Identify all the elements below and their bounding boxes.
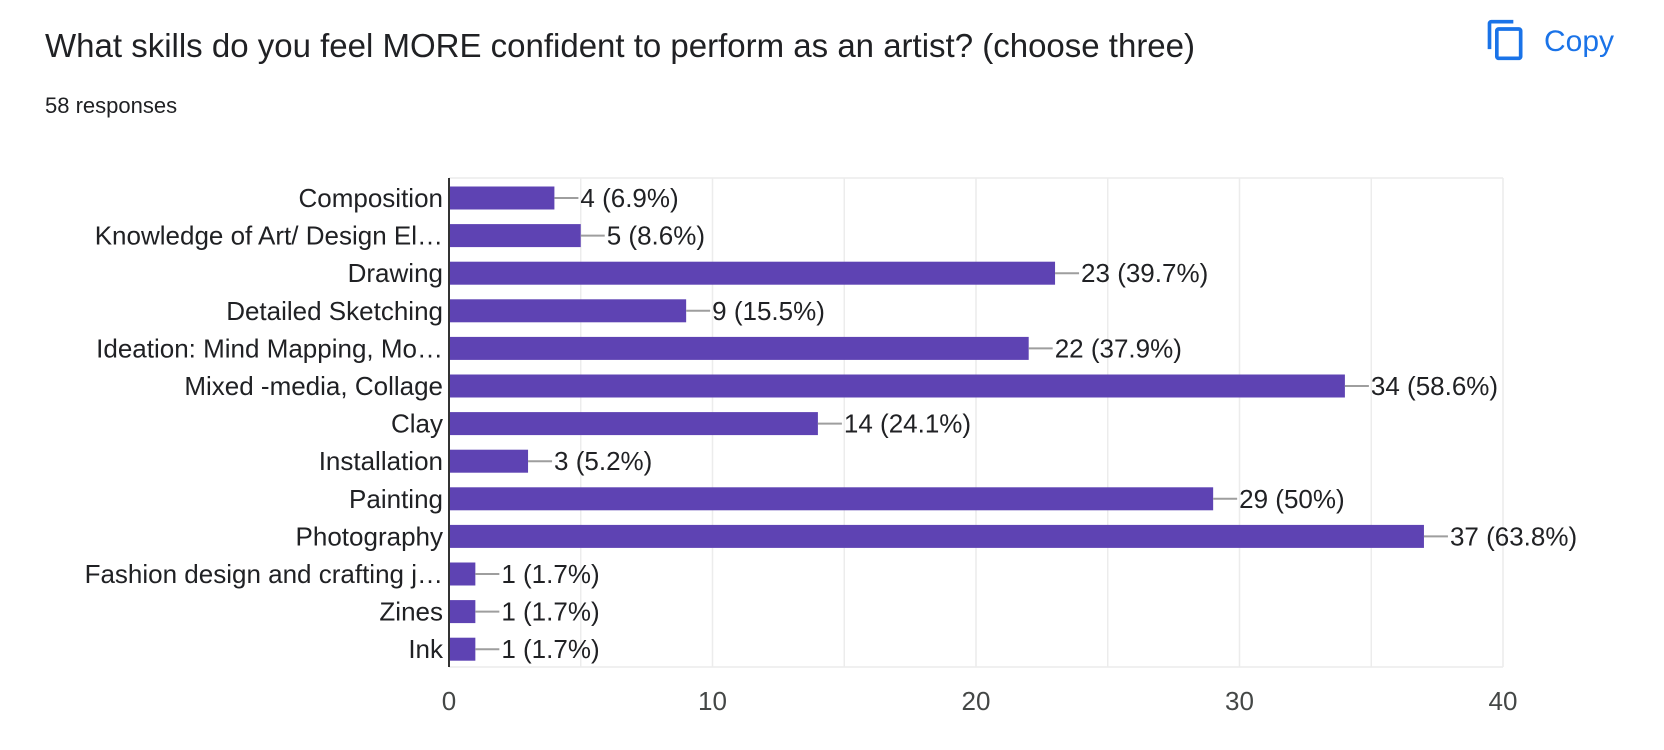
bar [449,524,1424,548]
bar [449,186,555,210]
data-label: 3 (5.2%) [554,446,652,476]
category-label: Photography [296,521,443,551]
bars-layer: 4 (6.9%) 5 (8.6%) 23 (39.7%) 9 (15.5%) 22 (3… [449,183,1577,664]
data-label: 23 (39.7%) [1081,258,1208,288]
bar [449,449,529,473]
data-label: 1 (1.7%) [501,634,599,664]
category-label: Painting [349,484,443,514]
category-label: Knowledge of Art/ Design El… [95,221,443,251]
copy-label: Copy [1544,25,1615,58]
data-label: 29 (50%) [1239,484,1345,514]
x-tick-label: 0 [442,686,456,716]
x-tick-label: 30 [1225,686,1254,716]
data-label: 4 (6.9%) [580,183,678,213]
bar [449,336,1029,360]
bar [449,299,687,323]
bar [449,374,1345,398]
category-label: Detailed Sketching [226,296,443,326]
category-label: Clay [391,409,443,439]
data-label: 1 (1.7%) [501,559,599,589]
question-title: What skills do you feel MORE confident t… [45,27,1196,64]
copy-icon [1484,18,1528,67]
data-label: 37 (63.8%) [1450,521,1577,551]
category-label: Composition [298,183,443,213]
category-label: Installation [319,446,443,476]
bar [449,261,1056,285]
category-label: Drawing [348,258,443,288]
data-label: 34 (58.6%) [1371,371,1498,401]
category-label: Zines [379,597,443,627]
x-tick-label: 40 [1489,686,1518,716]
axis-layer: Composition Knowledge of Art/ Design El… D… [85,178,1518,716]
data-label: 14 (24.1%) [844,409,971,439]
data-label: 22 (37.9%) [1055,333,1182,363]
bar [449,224,581,248]
category-label: Ideation: Mind Mapping, Mo… [96,333,443,363]
data-label: 5 (8.6%) [607,221,705,251]
copy-button[interactable]: Copy [1484,18,1642,66]
response-count: 58 responses [45,93,178,118]
bar [449,487,1214,511]
category-label: Fashion design and crafting j… [85,559,443,589]
bar [449,600,476,624]
bar [449,562,476,586]
x-tick-label: 10 [698,686,727,716]
bar [449,412,818,436]
grid-layer [449,177,1504,668]
bar [449,637,476,661]
data-label: 9 (15.5%) [712,296,825,326]
data-label: 1 (1.7%) [501,597,599,627]
category-label: Ink [408,634,444,664]
x-tick-label: 20 [962,686,991,716]
category-label: Mixed -media, Collage [184,371,443,401]
